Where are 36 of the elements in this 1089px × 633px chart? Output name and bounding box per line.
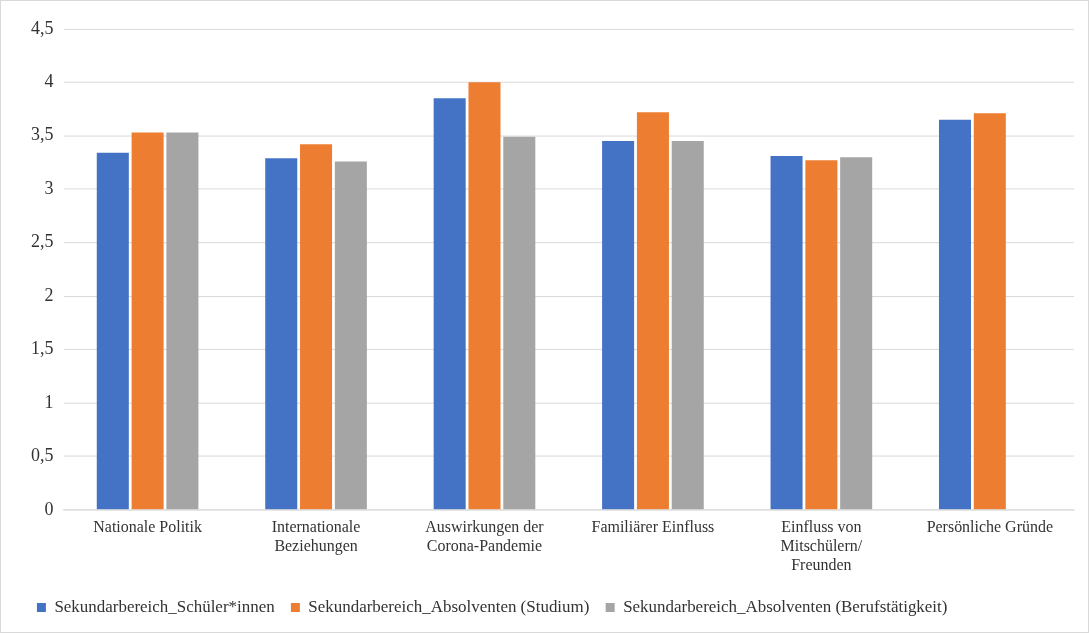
y-tick-label: 1: [44, 391, 54, 412]
y-tick-label: 0,5: [30, 445, 54, 466]
bar: [973, 113, 1006, 510]
y-tick-label: 2,5: [30, 231, 54, 252]
y-tick-label: 4,5: [30, 17, 54, 38]
bar: [636, 112, 669, 510]
bar: [96, 152, 129, 510]
x-tick-label: Internationale Beziehungen: [271, 517, 361, 555]
bar: [300, 144, 333, 510]
bar: [503, 136, 536, 510]
y-tick-label: 3,5: [30, 124, 54, 145]
legend-label: Sekundarbereich_Absolventen (Berufstätigkeit): [623, 597, 948, 617]
legend-label: Sekundarbereich_Absolventen (Studium): [308, 597, 590, 617]
y-tick-label: 4: [44, 71, 54, 92]
bar: [938, 119, 972, 510]
bar: [334, 161, 367, 510]
x-tick-label: Persönliche Gründe: [926, 517, 1053, 535]
x-tick-label: Nationale Politik: [93, 517, 202, 535]
x-tick-label: Familiärer Einfluss: [591, 517, 715, 535]
bar: [166, 132, 199, 510]
bar: [671, 141, 704, 510]
x-tick-label: Einfluss von Mitschülern/ Freunden: [780, 517, 863, 573]
y-tick-label: 0: [44, 498, 54, 519]
bar: [468, 82, 501, 510]
y-tick-label: 2: [44, 284, 54, 305]
legend-label: Sekundarbereich_Schüler*innen: [54, 597, 276, 617]
bar: [840, 157, 873, 510]
bar: [265, 158, 298, 510]
bar: [602, 141, 635, 510]
bar: [433, 98, 466, 510]
y-tick-label: 3: [44, 177, 54, 198]
bar: [770, 156, 803, 510]
x-tick-label: Auswirkungen der Corona-Pandemie: [425, 517, 545, 554]
bar: [805, 160, 838, 510]
bar: [131, 132, 164, 510]
y-tick-label: 1,5: [30, 338, 54, 359]
